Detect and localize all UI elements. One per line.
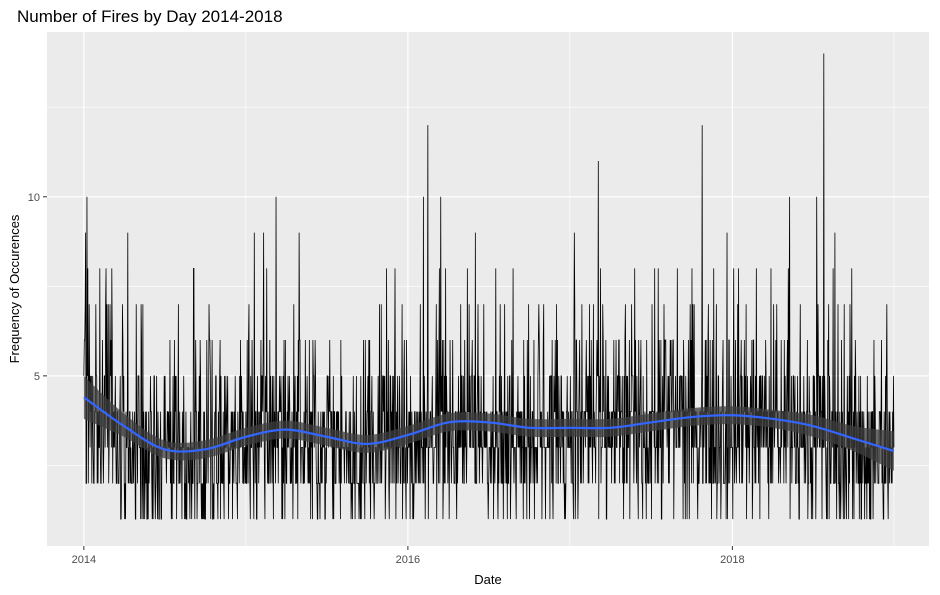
- y-axis-title: Frequency of Occurences: [7, 214, 22, 363]
- y-axis: 5 10: [28, 192, 47, 383]
- x-tick-label: 2018: [720, 554, 744, 566]
- y-tick-label: 5: [34, 371, 40, 383]
- chart-title: Number of Fires by Day 2014-2018: [17, 7, 283, 26]
- x-tick-label: 2014: [72, 554, 96, 566]
- y-tick-label: 10: [28, 192, 40, 204]
- smooth-trend-series: [83, 375, 895, 471]
- x-axis: 2014 2016 2018: [72, 546, 745, 566]
- x-tick-label: 2016: [396, 554, 420, 566]
- smooth-trend-line: [83, 396, 895, 453]
- x-axis-title: Date: [474, 572, 501, 587]
